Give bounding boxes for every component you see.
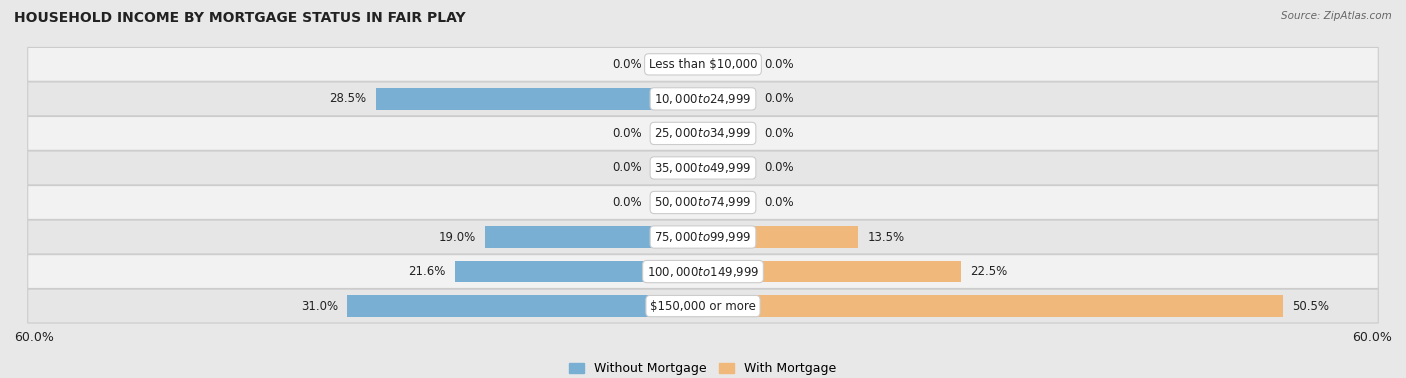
Text: 13.5%: 13.5% (868, 231, 904, 243)
FancyBboxPatch shape (28, 255, 1378, 288)
Text: HOUSEHOLD INCOME BY MORTGAGE STATUS IN FAIR PLAY: HOUSEHOLD INCOME BY MORTGAGE STATUS IN F… (14, 11, 465, 25)
Bar (651, 157, 703, 179)
Text: 50.5%: 50.5% (1292, 300, 1329, 313)
Text: 0.0%: 0.0% (763, 127, 793, 140)
Text: $150,000 or more: $150,000 or more (650, 300, 756, 313)
Text: 22.5%: 22.5% (970, 265, 1008, 278)
Text: $75,000 to $99,999: $75,000 to $99,999 (654, 230, 752, 244)
Text: 31.0%: 31.0% (301, 300, 337, 313)
Text: 60.0%: 60.0% (14, 331, 53, 344)
Text: 0.0%: 0.0% (763, 58, 793, 71)
FancyBboxPatch shape (28, 220, 1378, 254)
Text: 0.0%: 0.0% (613, 196, 643, 209)
FancyBboxPatch shape (28, 289, 1378, 323)
Text: 0.0%: 0.0% (763, 92, 793, 105)
Bar (651, 192, 703, 213)
FancyBboxPatch shape (28, 186, 1378, 219)
Text: $35,000 to $49,999: $35,000 to $49,999 (654, 161, 752, 175)
Bar (703, 226, 858, 248)
Text: $100,000 to $149,999: $100,000 to $149,999 (647, 265, 759, 279)
FancyBboxPatch shape (28, 151, 1378, 185)
Text: 60.0%: 60.0% (1353, 331, 1392, 344)
Bar (456, 261, 703, 282)
Bar (703, 54, 755, 75)
FancyBboxPatch shape (28, 82, 1378, 116)
Text: Source: ZipAtlas.com: Source: ZipAtlas.com (1281, 11, 1392, 21)
Bar (703, 192, 755, 213)
Text: $10,000 to $24,999: $10,000 to $24,999 (654, 92, 752, 106)
Text: $50,000 to $74,999: $50,000 to $74,999 (654, 195, 752, 209)
Text: 21.6%: 21.6% (408, 265, 446, 278)
Text: 0.0%: 0.0% (613, 58, 643, 71)
Bar (485, 226, 703, 248)
Bar (651, 54, 703, 75)
Text: 19.0%: 19.0% (439, 231, 475, 243)
Text: 0.0%: 0.0% (763, 161, 793, 175)
Bar (703, 88, 755, 110)
Text: 0.0%: 0.0% (613, 127, 643, 140)
Legend: Without Mortgage, With Mortgage: Without Mortgage, With Mortgage (564, 357, 842, 378)
Bar (347, 295, 703, 317)
Text: 0.0%: 0.0% (613, 161, 643, 175)
Bar (703, 261, 962, 282)
Bar (703, 123, 755, 144)
Bar (651, 123, 703, 144)
Text: 28.5%: 28.5% (329, 92, 367, 105)
FancyBboxPatch shape (28, 116, 1378, 150)
Text: $25,000 to $34,999: $25,000 to $34,999 (654, 126, 752, 140)
Text: 0.0%: 0.0% (763, 196, 793, 209)
Bar (703, 295, 1282, 317)
Bar (703, 157, 755, 179)
Text: Less than $10,000: Less than $10,000 (648, 58, 758, 71)
Bar (375, 88, 703, 110)
FancyBboxPatch shape (28, 47, 1378, 81)
